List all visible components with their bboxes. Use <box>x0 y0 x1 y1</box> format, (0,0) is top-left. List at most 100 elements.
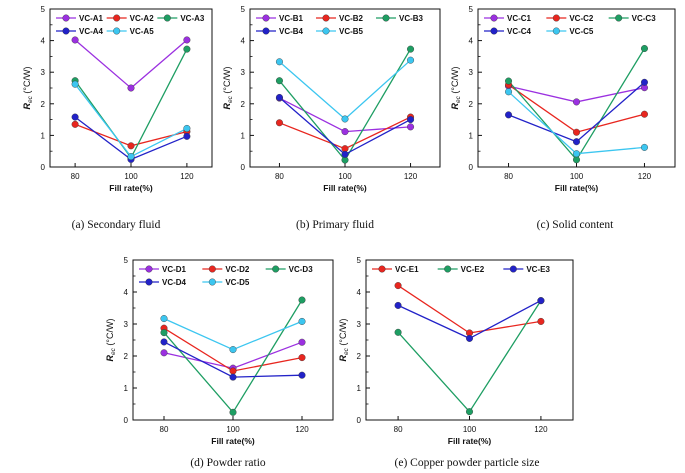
legend-marker <box>145 278 153 286</box>
data-point-vc-d1 <box>160 349 168 357</box>
data-point-vc-b4 <box>407 116 415 124</box>
x-axis-label: Fill rate(%) <box>323 183 367 193</box>
y-axis-label-sub: ec <box>27 95 34 103</box>
legend-marker <box>262 14 270 22</box>
y-axis-label-unit: (°C/W) <box>338 319 348 349</box>
legend-marker <box>444 265 452 273</box>
y-tick-label: 3 <box>241 68 246 77</box>
x-tick-label: 80 <box>275 172 284 181</box>
legend-label: VC-A5 <box>130 27 155 36</box>
y-axis-label-sub: ec <box>455 95 462 103</box>
y-tick-label: 4 <box>357 288 362 297</box>
y-tick-label: 2 <box>469 100 474 109</box>
y-tick-label: 5 <box>241 5 246 14</box>
legend-label: VC-B5 <box>339 27 364 36</box>
data-point-vc-b5 <box>341 115 349 123</box>
legend-marker <box>552 27 560 35</box>
data-point-vc-b5 <box>275 58 283 66</box>
y-tick-label: 3 <box>469 68 474 77</box>
legend-label: VC-C1 <box>507 14 532 23</box>
y-tick-label: 2 <box>41 100 46 109</box>
data-point-vc-c2 <box>573 128 581 136</box>
series-line-vc-e2 <box>397 300 542 413</box>
y-tick-label: 1 <box>469 131 474 140</box>
series-line-vc-d1 <box>163 341 303 369</box>
y-tick-label: 3 <box>41 68 46 77</box>
y-tick-label: 4 <box>469 37 474 46</box>
x-tick-label: 80 <box>160 425 169 434</box>
x-tick-label: 100 <box>124 172 138 181</box>
legend-label: VC-D5 <box>225 278 250 287</box>
legend-label: VC-A4 <box>79 27 104 36</box>
legend-label: VC-C3 <box>632 14 657 23</box>
y-tick-label: 0 <box>469 163 474 172</box>
data-point-vc-e2 <box>466 408 474 416</box>
legend-label: VC-E2 <box>461 265 485 274</box>
legend-marker <box>272 265 280 273</box>
data-point-vc-a2 <box>71 120 79 128</box>
series-line-vc-b5 <box>278 59 411 120</box>
y-axis-label-main: R <box>105 354 115 361</box>
chart-panel-4: 0 1 2 3 4 5 80 100 120 Fill rate(%) Rec (°C/W) VC-D… <box>105 256 334 469</box>
y-axis-label-main: R <box>22 102 32 109</box>
data-point-vc-c5 <box>640 143 648 151</box>
y-tick-label: 1 <box>124 384 129 393</box>
y-tick-label: 5 <box>357 256 362 265</box>
panel-caption: (c) Solid content <box>537 219 614 231</box>
legend-marker <box>322 14 330 22</box>
legend-marker <box>509 265 517 273</box>
y-axis-label-main: R <box>338 354 348 361</box>
legend-marker <box>490 27 498 35</box>
data-point-vc-c3 <box>573 156 581 164</box>
data-point-vc-c4 <box>640 78 648 86</box>
data-point-vc-d3 <box>160 329 168 337</box>
legend-marker <box>615 14 623 22</box>
y-tick-label: 2 <box>241 100 246 109</box>
data-point-vc-b3 <box>407 45 415 53</box>
y-axis-label-main: R <box>450 102 460 109</box>
x-tick-label: 80 <box>71 172 80 181</box>
legend-marker <box>62 14 70 22</box>
y-tick-label: 0 <box>241 163 246 172</box>
data-point-vc-b4 <box>275 93 283 101</box>
data-point-vc-a5 <box>127 153 135 161</box>
data-point-vc-a4 <box>183 132 191 140</box>
y-tick-label: 2 <box>124 352 129 361</box>
x-tick-label: 100 <box>570 172 584 181</box>
chart-panel-5: 0 1 2 3 4 5 80 100 120 Fill rate(%) Rec (°C/W) VC-E… <box>338 256 574 469</box>
data-point-vc-c4 <box>505 111 513 119</box>
data-point-vc-d3 <box>229 408 237 416</box>
data-point-vc-a5 <box>71 80 79 88</box>
data-point-vc-b5 <box>407 56 415 64</box>
data-point-vc-b2 <box>275 119 283 127</box>
legend-marker <box>262 27 270 35</box>
legend-marker <box>113 27 121 35</box>
data-point-vc-c3 <box>640 45 648 53</box>
y-axis-label-unit: (°C/W) <box>22 67 32 97</box>
data-point-vc-d4 <box>229 373 237 381</box>
y-axis-label-sub: ec <box>343 347 350 355</box>
legend-label: VC-B2 <box>339 14 364 23</box>
data-point-vc-c5 <box>573 150 581 158</box>
data-point-vc-d3 <box>298 296 306 304</box>
data-point-vc-e3 <box>394 301 402 309</box>
data-point-vc-c4 <box>573 138 581 146</box>
legend-marker <box>552 14 560 22</box>
data-point-vc-b4 <box>341 150 349 158</box>
data-point-vc-a1 <box>71 36 79 44</box>
x-axis-label: Fill rate(%) <box>211 436 255 446</box>
y-tick-label: 1 <box>357 384 362 393</box>
data-point-vc-c1 <box>573 98 581 106</box>
y-tick-label: 1 <box>241 131 246 140</box>
data-point-vc-e1 <box>394 282 402 290</box>
data-point-vc-a1 <box>127 84 135 92</box>
legend-label: VC-E3 <box>526 265 550 274</box>
data-point-vc-d4 <box>160 338 168 346</box>
legend-label: VC-D1 <box>162 265 187 274</box>
legend-label: VC-A1 <box>79 14 104 23</box>
data-point-vc-c5 <box>505 88 513 96</box>
legend-label: VC-C4 <box>507 27 532 36</box>
data-point-vc-b1 <box>407 123 415 131</box>
y-tick-label: 1 <box>41 131 46 140</box>
